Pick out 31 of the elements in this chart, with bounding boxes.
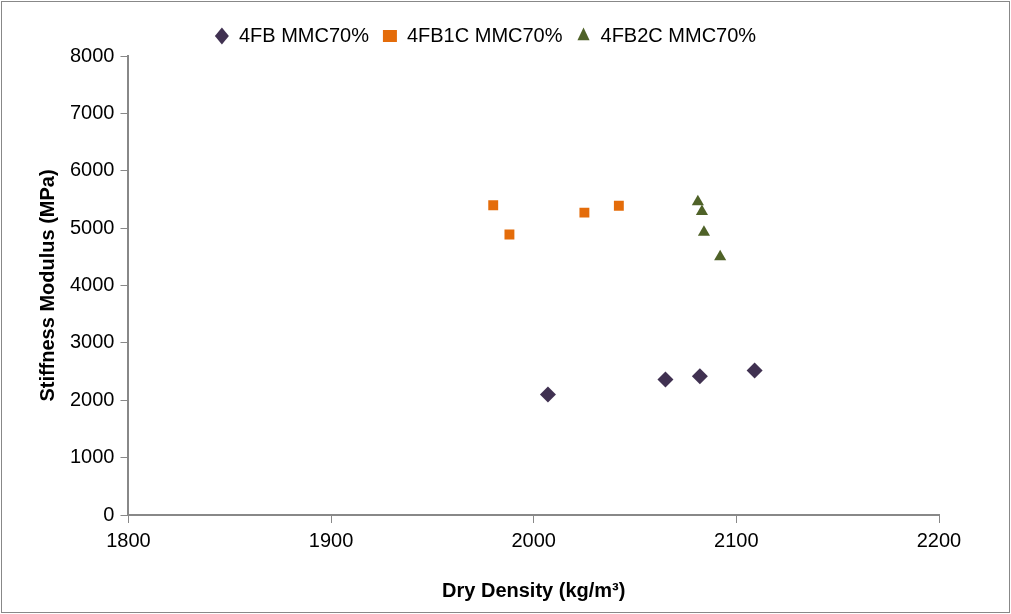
point [714,249,727,261]
point [695,204,708,215]
point [488,200,499,211]
y-axis-title: Stiffness Modulus (MPa) [35,169,58,402]
point [539,386,556,403]
point [657,371,674,388]
point [691,368,708,385]
point [697,225,711,236]
x-tick-label: 2200 [916,528,962,551]
x-tick-label: 1800 [106,528,151,551]
x-tick-label: 2000 [511,528,556,551]
y-tick-label: 3000 [69,330,115,353]
legend-label: 4FB2C MMC70% [600,23,757,46]
point [613,200,624,211]
y-tick-label: 6000 [69,158,115,181]
y-tick-label: 4000 [69,273,115,296]
x-tick-label: 2100 [714,528,759,551]
legend-label: 4FB1C MMC70% [406,23,563,46]
y-tick-label: 7000 [69,100,115,123]
point [579,207,590,218]
point [746,362,763,379]
y-tick-label: 0 [103,502,115,525]
point [691,194,704,206]
y-tick-label: 1000 [69,445,115,468]
y-tick-label: 2000 [69,387,115,410]
x-axis-title: Dry Density (kg/m³) [442,578,626,601]
y-tick-label: 5000 [69,215,115,238]
legend-label: 4FB MMC70% [238,23,370,46]
point [504,229,515,240]
y-tick-label: 8000 [69,43,115,66]
x-tick-label: 1900 [308,528,354,551]
